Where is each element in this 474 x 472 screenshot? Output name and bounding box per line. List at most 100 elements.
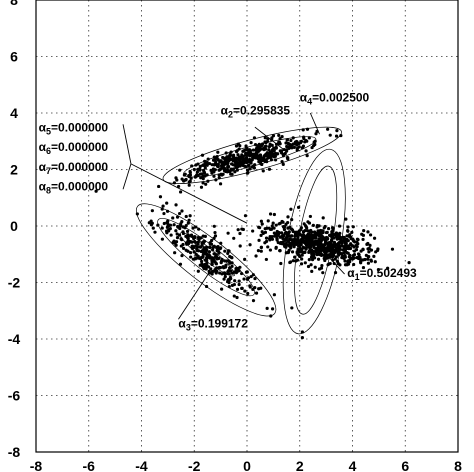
data-point <box>210 272 214 276</box>
data-point <box>209 168 213 172</box>
data-point <box>351 225 355 229</box>
data-point <box>321 243 325 248</box>
data-point <box>233 163 237 167</box>
data-point <box>263 136 267 140</box>
data-point <box>244 148 248 152</box>
data-point <box>174 229 178 233</box>
data-point <box>216 157 220 162</box>
data-point <box>259 233 263 237</box>
data-point <box>302 240 306 244</box>
data-point <box>231 167 236 171</box>
data-point <box>178 262 183 266</box>
data-point <box>386 266 390 270</box>
data-point <box>290 250 295 254</box>
data-point <box>199 185 204 189</box>
data-point <box>223 249 227 253</box>
data-point <box>175 178 179 182</box>
data-point <box>251 229 255 233</box>
data-point <box>235 287 240 291</box>
data-point <box>274 246 278 250</box>
data-point <box>339 133 343 138</box>
data-point <box>314 246 318 251</box>
data-point <box>200 259 204 264</box>
data-point <box>151 226 155 230</box>
data-point <box>368 233 373 237</box>
data-point <box>313 142 317 147</box>
data-point <box>162 221 166 226</box>
data-point <box>272 146 276 150</box>
data-point <box>227 154 232 158</box>
data-point <box>306 237 310 242</box>
data-point <box>290 146 294 150</box>
data-point <box>153 230 157 234</box>
data-point <box>325 230 329 235</box>
data-point <box>224 151 228 155</box>
data-point <box>326 242 330 246</box>
data-point <box>215 164 220 168</box>
data-point <box>218 271 222 275</box>
data-point <box>227 266 232 270</box>
data-point <box>325 237 330 241</box>
data-point <box>249 274 253 279</box>
data-point <box>181 246 186 250</box>
data-point <box>199 236 203 240</box>
data-point <box>198 245 203 249</box>
data-point <box>172 181 176 185</box>
data-point <box>274 145 278 150</box>
data-point <box>187 180 191 184</box>
data-point <box>298 254 302 259</box>
data-point <box>160 237 164 241</box>
x-tick-label: 0 <box>243 458 251 472</box>
data-point <box>345 263 349 267</box>
data-point <box>175 215 180 219</box>
data-point <box>300 330 304 334</box>
data-point <box>268 150 272 154</box>
data-point <box>227 281 231 285</box>
data-point <box>290 306 294 310</box>
data-point <box>196 256 200 260</box>
data-point <box>208 242 212 246</box>
data-point <box>214 271 218 275</box>
data-point <box>343 255 347 259</box>
data-point <box>199 176 203 180</box>
data-point <box>210 269 214 274</box>
data-point <box>268 212 273 216</box>
data-point <box>365 242 369 246</box>
weight-annotation: α3=0.199172 <box>178 317 248 333</box>
data-point <box>259 286 263 290</box>
y-tick-label: 2 <box>10 162 18 178</box>
data-point <box>298 141 303 145</box>
data-point <box>319 245 323 250</box>
data-point <box>222 271 227 275</box>
data-point <box>290 234 294 238</box>
weight-annotation: α1=0.502493 <box>347 266 417 282</box>
data-point <box>346 225 350 229</box>
data-point <box>305 127 310 131</box>
data-point <box>226 251 230 256</box>
data-point <box>300 335 304 340</box>
data-point <box>295 233 299 238</box>
data-point <box>271 134 276 138</box>
data-point <box>281 162 285 166</box>
data-point <box>201 181 205 185</box>
data-point <box>305 139 309 143</box>
data-point <box>336 249 340 253</box>
data-point <box>257 146 261 150</box>
data-point <box>272 226 276 230</box>
x-tick-label: 2 <box>296 458 304 472</box>
data-point <box>282 233 286 237</box>
data-point <box>332 248 336 253</box>
data-point <box>259 245 264 249</box>
data-point <box>240 286 244 290</box>
data-point <box>298 250 303 254</box>
data-point <box>205 173 209 177</box>
data-point <box>232 156 237 161</box>
data-point <box>216 150 220 154</box>
data-point <box>285 138 290 142</box>
x-tick-label: -2 <box>188 458 201 472</box>
contour-ellipse <box>162 126 342 184</box>
data-point <box>267 226 271 230</box>
data-point <box>251 164 256 168</box>
data-point <box>187 239 191 244</box>
data-point <box>223 259 227 263</box>
